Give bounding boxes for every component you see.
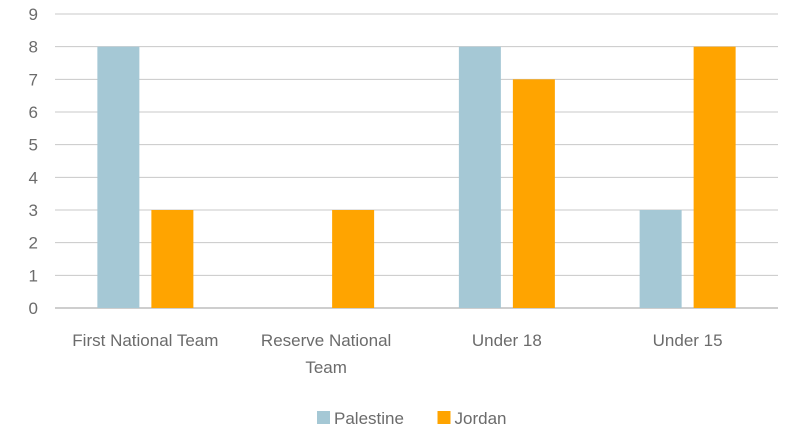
x-category-label: Reserve National Team [261,331,391,377]
y-tick-label: 3 [29,201,38,220]
x-axis-category-labels: First National Team Reserve National Team U… [72,331,722,377]
bar-palestine-1 [97,46,140,309]
bars [97,46,736,309]
y-tick-label: 6 [29,103,38,122]
x-category-label: Under 15 [653,331,723,350]
x-category-label: Under 18 [472,331,542,350]
y-tick-label: 0 [29,299,38,318]
y-tick-label: 5 [29,136,38,155]
bar-palestine-3 [458,46,501,309]
y-tick-label: 7 [29,70,38,89]
y-axis-ticks: 0 1 2 3 4 5 6 7 8 9 [29,5,38,318]
bar-jordan-2 [332,210,375,308]
y-tick-label: 1 [29,266,38,285]
y-tick-label: 4 [29,168,38,187]
bar-jordan-3 [512,79,555,308]
bar-palestine-4 [639,210,682,308]
y-tick-label: 8 [29,38,38,57]
x-category-label: First National Team [72,331,218,350]
legend-label: Palestine [334,409,404,428]
legend-label: Jordan [455,409,507,428]
bar-jordan-4 [693,46,736,309]
legend-item-jordan: Jordan [437,409,507,428]
legend-item-palestine: Palestine [317,409,404,428]
y-tick-label: 2 [29,234,38,253]
y-tick-label: 9 [29,5,38,24]
legend-swatch [317,411,330,424]
legend: Palestine Jordan [317,409,506,428]
legend-swatch [437,411,451,424]
bar-jordan-1 [151,210,194,308]
